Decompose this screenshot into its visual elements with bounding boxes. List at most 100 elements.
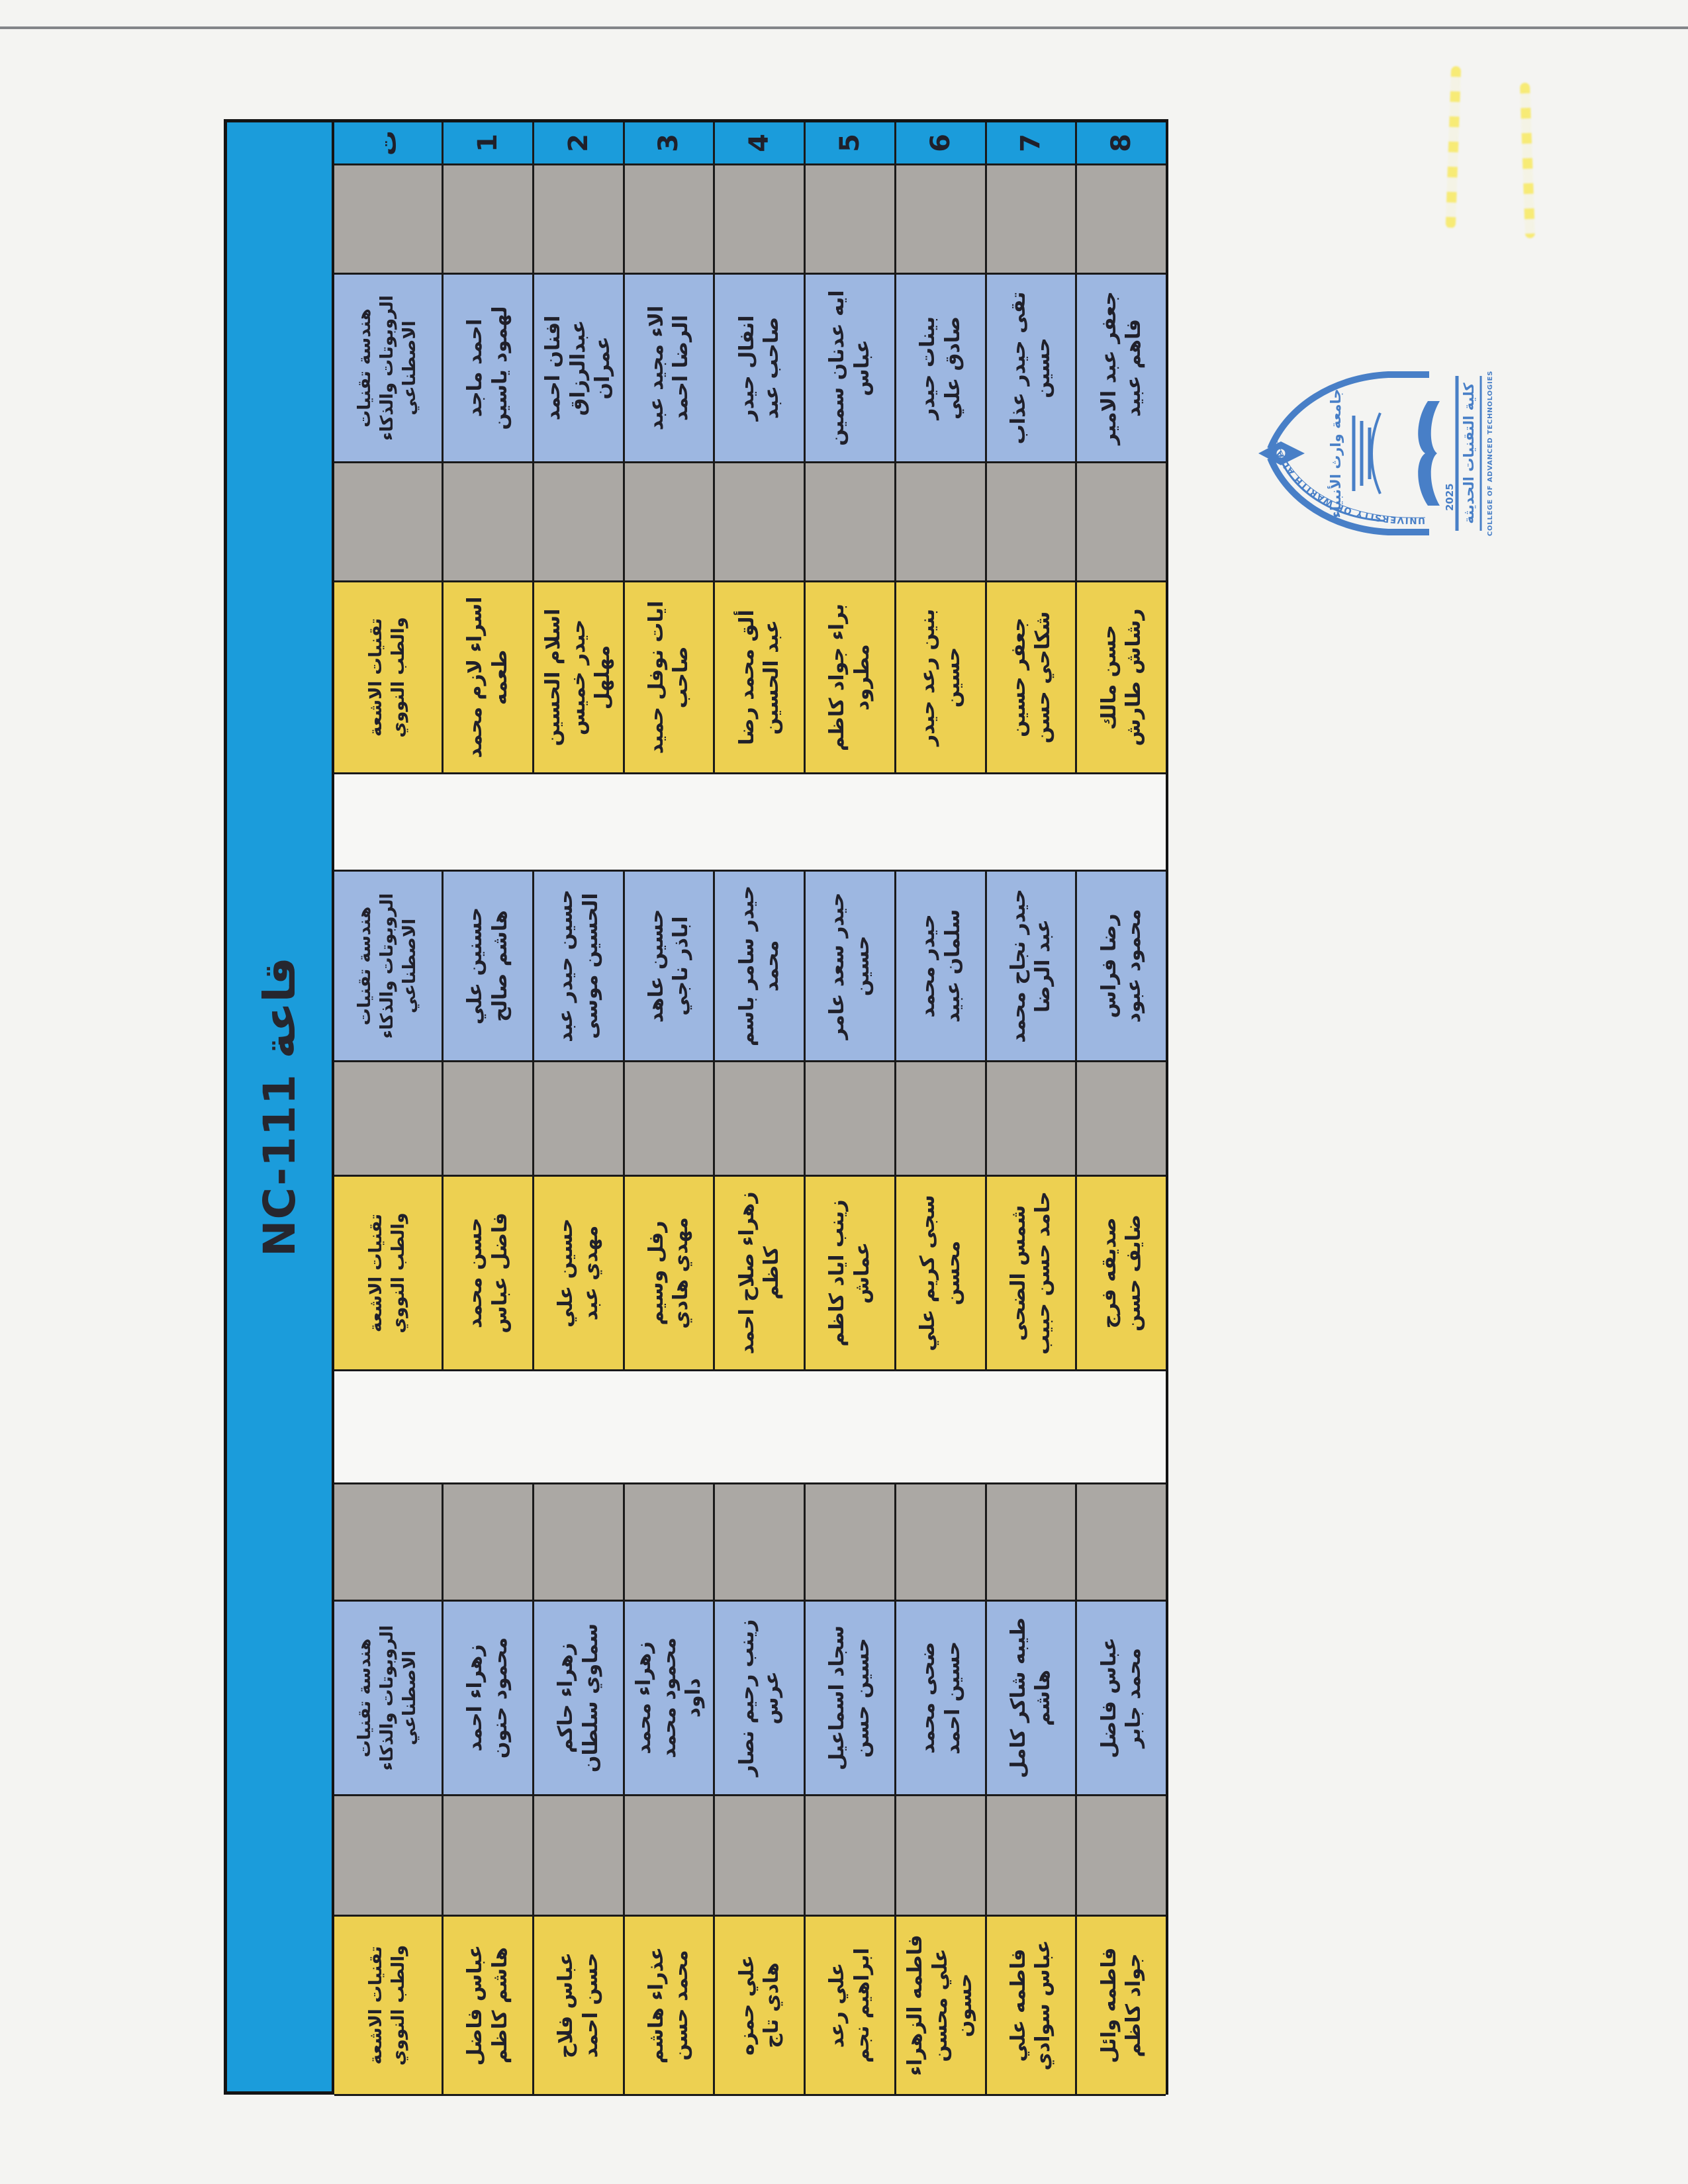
empty-cell (894, 1484, 985, 1600)
seat-number-cell: 4 (713, 122, 804, 163)
student-name-cell: حسين عاهد اباذر ناجي (622, 872, 714, 1060)
empty-cell (894, 1062, 985, 1175)
student-name-cell: اسراء لازم محمد طعمه (442, 582, 532, 772)
student-name-cell: زينب رحيم نصار عرس (713, 1602, 804, 1794)
highlighter-mark (1519, 82, 1536, 239)
empty-cell (713, 1062, 804, 1175)
student-name-cell: ايات نوفل حميد صاحب (622, 582, 714, 772)
empty-cell (804, 463, 894, 580)
empty-cell (713, 1484, 804, 1600)
student-name-cell: حسن محمد فاضل عباس (442, 1177, 532, 1369)
student-name-cell: سجاد اسماعيل حسين حسن (804, 1602, 894, 1794)
student-name-cell: طيبه شاكر كامل هاشم (984, 1602, 1076, 1794)
empty-cell (804, 1371, 894, 1482)
student-name-cell: بنين رعد حيدر حسين (894, 582, 985, 772)
spacer-column (334, 1796, 1166, 1917)
student-name-cell: حيدر نجاح محمد عبد الرضا (984, 872, 1076, 1060)
dept-header-cell: هندسة تقنيات الروبوتات والذكاء الاصطناعي (355, 893, 420, 1039)
student-name-cell: حيدر سامر باسم محمد (713, 872, 804, 1060)
hall-title: قاعة NC-111 (254, 957, 305, 1257)
empty-cell (1075, 463, 1166, 580)
student-name-cell: زهراء احمد محمود حنون (442, 1602, 532, 1794)
empty-cell (804, 1484, 894, 1600)
dept-column-robotics: هندسة تقنيات الروبوتات والذكاء الاصطناعي… (334, 1602, 1166, 1796)
empty-cell (442, 165, 532, 273)
empty-cell (532, 1371, 623, 1482)
student-name-cell: حيدر سعد عامر حسين (804, 872, 894, 1060)
seat-number-cell: 2 (532, 122, 623, 163)
student-name-cell: اسلام الحسين حيدر خميس مهلهل (532, 582, 623, 772)
highlighter-mark (1445, 66, 1462, 229)
empty-header-cell (334, 463, 442, 580)
empty-cell (442, 1062, 532, 1175)
empty-cell (984, 165, 1076, 273)
empty-cell (985, 774, 1076, 870)
empty-cell (623, 774, 714, 870)
dept-header-cell: تقنيات الاشعة والطب النووي (366, 617, 408, 738)
university-stamp-rotated: UNIVERSITY OF WARITH AL-ANBIYAA جامعة وا… (1246, 349, 1503, 561)
empty-cell (532, 774, 623, 870)
dept-header-cell: هندسة تقنيات الروبوتات والذكاء الاصطناعي (355, 295, 420, 441)
student-name-cell: رفل وسيم مهدي هادي (622, 1177, 714, 1369)
student-name-cell: تقى حيدر عذاب حسين (984, 275, 1076, 461)
hall-title-bar: قاعة NC-111 (227, 122, 334, 2091)
student-name-cell: فاطمه وائل جواد كاظم (1075, 1917, 1166, 2094)
empty-cell (622, 463, 714, 580)
student-name-cell: رضا فراس محمود عبود (1075, 872, 1166, 1060)
student-name-cell: ألق محمد رضا عبد الحسين (713, 582, 804, 772)
empty-cell (1075, 1371, 1166, 1482)
seat-number-cell: 6 (894, 122, 985, 163)
student-name-cell: صديقه فرج ضايف حسن (1075, 1177, 1166, 1369)
empty-cell (713, 1796, 804, 1915)
empty-cell (713, 774, 804, 870)
student-name-cell: الاء مجيد عبد الرضا احمد (622, 275, 714, 461)
empty-cell (894, 463, 985, 580)
seat-number-cell: 7 (984, 122, 1076, 163)
empty-cell (985, 1371, 1076, 1482)
empty-cell (894, 165, 985, 273)
empty-cell (804, 1062, 894, 1175)
student-name-cell: حسن مالك رشاش طارش (1075, 582, 1166, 772)
student-name-cell: علي رعد ابراهيم نجم (804, 1917, 894, 2094)
student-name-cell: حيدر محمد سلمان عبيد (894, 872, 985, 1060)
seat-number-cell: 3 (622, 122, 714, 163)
student-name-cell: بينات حيدر صادق علي (894, 275, 985, 461)
open-book-icon (1418, 401, 1440, 506)
spacer-column (334, 774, 1166, 872)
stamp-university-name-ar: جامعة وارث الأنبياء (1327, 388, 1344, 518)
student-name-cell: عباس فاضل محمد جابر (1075, 1602, 1166, 1794)
dept-column-radiology: تقنيات الاشعة والطب النووي حسن محمد فاضل … (334, 1177, 1166, 1371)
empty-cell (804, 1796, 894, 1915)
empty-cell (623, 1371, 714, 1482)
empty-cell (532, 1796, 623, 1915)
empty-header-cell (334, 1062, 442, 1175)
student-name-cell: حسين حيدر عبد الحسين موسى (532, 872, 623, 1060)
seating-table-rotated: قاعة NC-111 ت 1 2 3 4 5 6 7 8 هندسة تقنيات الروبو… (224, 119, 1168, 2096)
serial-header-cell: ت (373, 130, 402, 156)
dept-column-robotics: هندسة تقنيات الروبوتات والذكاء الاصطناعي… (334, 275, 1166, 463)
scanner-edge-artifact (0, 26, 1688, 29)
empty-cell (622, 1484, 714, 1600)
student-name-cell: ايه عدنان سمين عباس (804, 275, 894, 461)
empty-cell (713, 165, 804, 273)
empty-cell (622, 1062, 714, 1175)
empty-header-cell (334, 165, 442, 273)
empty-cell (622, 165, 714, 273)
student-name-cell: زينب اياد كاظم عماش (804, 1177, 894, 1369)
student-name-cell: افنان احمد عبدالرزاق عمران (532, 275, 623, 461)
empty-cell (713, 463, 804, 580)
empty-cell (804, 774, 894, 870)
empty-cell (532, 1062, 623, 1175)
stamp-year: 2025 (1444, 483, 1456, 511)
empty-cell (984, 1796, 1076, 1915)
student-name-cell: براء جواد كاظم مطرود (804, 582, 894, 772)
empty-cell (622, 1796, 714, 1915)
seat-number-cell: 5 (804, 122, 894, 163)
student-name-cell: حسنين علي هاشم صالح (442, 872, 532, 1060)
empty-cell (804, 165, 894, 273)
student-name-cell: عذراء هاشم محمد حسن (622, 1917, 714, 2094)
student-name-cell: جعفر عبد الامير فاهم عبيد (1075, 275, 1166, 461)
empty-cell (1075, 774, 1166, 870)
